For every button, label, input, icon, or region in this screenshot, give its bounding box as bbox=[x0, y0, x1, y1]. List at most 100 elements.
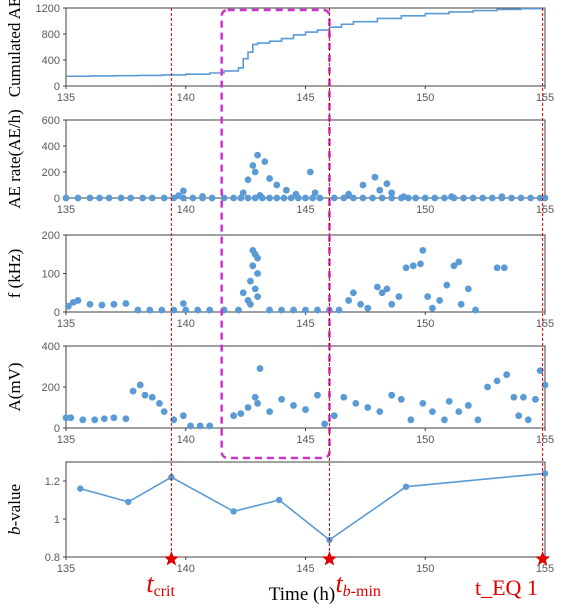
data-point bbox=[321, 420, 329, 428]
y-tick-label: 600 bbox=[42, 115, 60, 127]
data-point bbox=[239, 189, 247, 197]
data-point bbox=[400, 193, 408, 201]
x-tick-label: 155 bbox=[536, 318, 554, 330]
data-point bbox=[62, 194, 70, 202]
data-point bbox=[168, 474, 175, 481]
marker-label-main: t bbox=[335, 569, 343, 598]
x-tick-label: 135 bbox=[57, 434, 75, 446]
data-point bbox=[302, 406, 309, 413]
data-point bbox=[148, 393, 156, 401]
data-point bbox=[273, 181, 281, 189]
x-tick-label: 135 bbox=[57, 204, 75, 216]
data-point bbox=[424, 293, 432, 300]
data-point bbox=[254, 254, 261, 262]
data-point bbox=[364, 404, 372, 411]
data-point bbox=[79, 416, 87, 424]
data-point bbox=[457, 300, 465, 308]
data-point bbox=[484, 383, 491, 391]
data-point bbox=[316, 194, 324, 202]
x-tick-label: 135 bbox=[57, 318, 75, 330]
data-point bbox=[314, 306, 321, 314]
data-point bbox=[455, 258, 463, 266]
data-point bbox=[254, 270, 261, 277]
x-tick-label: 145 bbox=[296, 563, 314, 575]
data-point bbox=[395, 293, 403, 300]
data-point bbox=[249, 247, 257, 254]
marker-label-sub: b-min bbox=[343, 583, 381, 600]
data-point bbox=[464, 285, 472, 293]
data-point bbox=[237, 410, 245, 418]
marker-label-sub-b: b bbox=[343, 583, 351, 600]
data-point bbox=[402, 483, 410, 490]
data-point bbox=[376, 408, 384, 415]
data-point bbox=[254, 293, 261, 300]
y-tick-label: 200 bbox=[42, 230, 60, 242]
marker-label-main: t bbox=[146, 569, 154, 598]
data-point bbox=[448, 193, 455, 201]
data-point bbox=[170, 306, 178, 314]
x-tick-label: 155 bbox=[536, 92, 554, 104]
data-point bbox=[536, 367, 544, 374]
data-point bbox=[206, 422, 214, 430]
y-tick-label: 0.8 bbox=[45, 552, 60, 564]
data-point bbox=[460, 194, 467, 202]
data-point bbox=[134, 306, 142, 314]
y-axis-label-rest: -value bbox=[5, 484, 24, 526]
data-point bbox=[287, 194, 295, 202]
series-line-bvalue bbox=[80, 472, 546, 541]
data-point bbox=[350, 289, 357, 297]
data-point bbox=[110, 414, 118, 422]
data-point bbox=[541, 381, 549, 389]
data-point bbox=[249, 262, 257, 270]
data-point bbox=[239, 289, 247, 297]
data-point bbox=[158, 306, 166, 314]
panel-freq: 0 100 200 135 140 145 150 155 f (kHz) bbox=[5, 230, 554, 330]
x-tick-label: 140 bbox=[177, 204, 195, 216]
data-point bbox=[96, 194, 103, 202]
x-tick-label: 145 bbox=[296, 92, 314, 104]
data-point bbox=[302, 194, 309, 202]
data-point bbox=[74, 297, 82, 304]
data-point bbox=[488, 194, 496, 202]
y-tick-label: 1 bbox=[54, 514, 60, 526]
data-point bbox=[275, 496, 283, 504]
data-point bbox=[311, 189, 319, 197]
data-point bbox=[230, 508, 237, 515]
data-point bbox=[536, 194, 544, 202]
y-axis-label-bvalue: b-value bbox=[5, 484, 24, 535]
data-point bbox=[244, 404, 252, 411]
data-point bbox=[266, 175, 273, 182]
data-point bbox=[479, 194, 487, 202]
y-tick-label: 0 bbox=[54, 193, 60, 205]
data-point bbox=[388, 391, 396, 399]
data-point bbox=[429, 408, 436, 415]
data-point bbox=[196, 422, 204, 430]
data-point bbox=[251, 393, 259, 401]
x-tick-label: 140 bbox=[177, 434, 195, 446]
data-point bbox=[378, 289, 386, 297]
star-marker-eq1 bbox=[535, 551, 551, 566]
panel-frame bbox=[65, 461, 546, 558]
data-point bbox=[340, 393, 348, 401]
data-point bbox=[445, 397, 453, 405]
x-tick-label: 140 bbox=[177, 563, 195, 575]
y-tick-label: 800 bbox=[42, 29, 60, 41]
data-point bbox=[136, 381, 144, 389]
x-tick-label: 145 bbox=[296, 204, 314, 216]
data-point bbox=[464, 402, 472, 409]
data-point bbox=[309, 194, 317, 202]
y-axis-label-b: b bbox=[5, 526, 24, 535]
data-point bbox=[469, 194, 477, 202]
data-point bbox=[378, 194, 386, 202]
data-point bbox=[421, 194, 429, 202]
x-tick-label: 150 bbox=[416, 434, 434, 446]
y-tick-label: 0 bbox=[54, 423, 60, 435]
x-tick-label: 155 bbox=[536, 563, 554, 575]
data-point bbox=[376, 186, 384, 194]
data-point bbox=[266, 408, 273, 415]
y-tick-label: 200 bbox=[42, 382, 60, 394]
data-point bbox=[256, 192, 264, 199]
data-point bbox=[541, 470, 549, 477]
data-point bbox=[199, 193, 206, 200]
